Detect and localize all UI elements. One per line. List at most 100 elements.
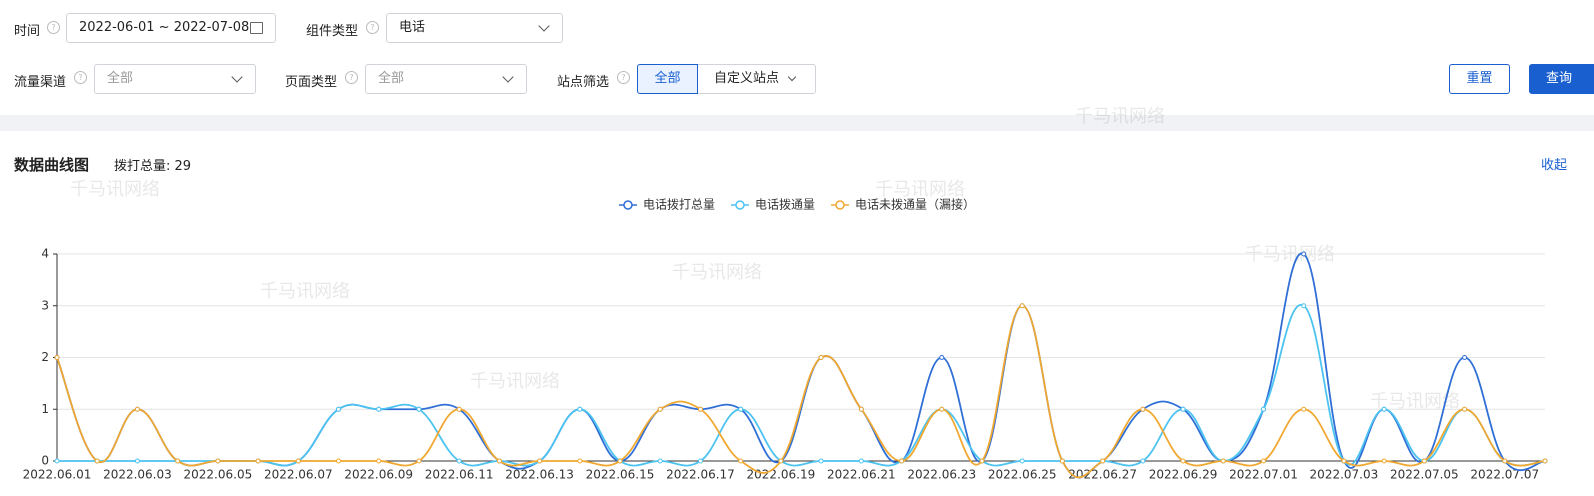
series-line	[56, 304, 1546, 479]
label: 站点筛选	[557, 75, 610, 90]
label: 页面类型	[285, 75, 338, 90]
data-point	[1220, 458, 1226, 464]
x-tick-label: 2022.07.03	[1310, 468, 1379, 482]
data-point	[657, 458, 663, 464]
x-tick-label: 2022.06.09	[344, 468, 413, 482]
data-point	[858, 406, 864, 412]
legend-marker	[623, 200, 633, 210]
legend-item: 电话拨通量	[730, 198, 815, 212]
date-range[interactable]: 2022-06-01 ~ 2022-07-08	[66, 13, 276, 43]
watermark: 千马讯网络	[470, 371, 560, 392]
data-point	[1059, 458, 1065, 464]
data-point	[134, 406, 140, 412]
watermark: 千马讯网络	[1370, 391, 1460, 412]
data-point	[738, 406, 744, 412]
x-tick-label: 2022.06.19	[747, 468, 816, 482]
select[interactable]: 全部	[365, 64, 527, 94]
chevron	[787, 72, 797, 82]
data-point	[496, 458, 502, 464]
data-point	[54, 458, 60, 464]
help-icon: ?	[617, 71, 630, 84]
data-point	[1381, 406, 1387, 412]
segment-text: 自定义站点	[714, 71, 780, 86]
watermark: 千马讯网络	[672, 262, 762, 283]
data-point	[537, 458, 543, 464]
data-point	[1542, 458, 1548, 464]
date-value: 2022-06-01 ~ 2022-07-08	[79, 20, 250, 35]
y-tick-label: 3	[41, 298, 49, 312]
data-point	[336, 406, 342, 412]
y-tick-label: 2	[41, 350, 49, 364]
data-point	[818, 355, 824, 360]
data-point	[496, 458, 502, 464]
select-value: 电话	[399, 20, 426, 35]
data-point	[979, 458, 985, 464]
summary: 拨打总量: 29	[114, 159, 192, 174]
data-point	[577, 406, 583, 412]
x-tick-label: 2022.06.01	[23, 468, 92, 482]
data-point	[94, 458, 100, 464]
data-point	[1421, 458, 1427, 464]
data-point	[617, 458, 623, 464]
select-value: 全部	[378, 71, 405, 86]
data-point	[255, 458, 261, 464]
data-point	[1019, 303, 1025, 309]
data-point	[1542, 458, 1548, 464]
query-button[interactable]: 查询	[1529, 64, 1594, 94]
data-point	[1542, 458, 1548, 464]
data-point	[1100, 458, 1106, 464]
data-point	[255, 458, 261, 464]
x-tick-label: 2022.06.29	[1149, 468, 1218, 482]
data-point	[697, 406, 703, 412]
data-point	[899, 458, 905, 464]
data-point	[738, 458, 744, 464]
data-point	[1140, 406, 1146, 412]
data-point	[1260, 406, 1266, 412]
segment-button[interactable]: 自定义站点	[697, 64, 816, 94]
data-point	[416, 458, 422, 464]
data-point	[1301, 303, 1307, 309]
x-tick-label: 2022.07.05	[1390, 468, 1459, 482]
section-title: 数据曲线图	[14, 156, 90, 174]
data-point	[858, 458, 864, 464]
y-tick-label: 4	[41, 247, 49, 261]
collapse-link[interactable]: 收起	[1541, 158, 1568, 173]
data-point	[1220, 458, 1226, 464]
data-point	[376, 406, 382, 412]
data-point	[456, 458, 462, 464]
data-point	[1100, 458, 1106, 464]
data-point	[1301, 251, 1307, 257]
data-point	[1462, 355, 1468, 360]
data-point	[1059, 458, 1065, 464]
legend-label: 电话拨打总量	[643, 198, 715, 212]
data-point	[134, 406, 140, 412]
legend-marker	[835, 200, 845, 210]
reset-button[interactable]: 重置	[1449, 64, 1510, 94]
label: 时间	[14, 24, 41, 39]
help-icon: ?	[74, 71, 87, 84]
data-point	[939, 406, 945, 412]
data-point	[215, 458, 221, 464]
legend-marker	[735, 200, 745, 210]
data-point	[1381, 406, 1387, 412]
data-point	[858, 406, 864, 412]
data-point	[336, 406, 342, 412]
x-tick-label: 2022.06.15	[586, 468, 655, 482]
select[interactable]: 全部	[94, 64, 256, 94]
legend-label: 电话未拨通量（漏接）	[855, 197, 975, 212]
select[interactable]: 电话	[386, 13, 563, 43]
x-tick-label: 2022.06.21	[827, 468, 896, 482]
data-point	[1421, 458, 1427, 464]
data-point	[818, 355, 824, 360]
y-tick-label: 0	[41, 454, 49, 468]
data-point	[1019, 458, 1025, 464]
select-value: 全部	[107, 71, 134, 86]
data-point	[456, 406, 462, 412]
data-point	[376, 458, 382, 464]
x-tick-label: 2022.06.13	[505, 468, 574, 482]
legend-label: 电话拨通量	[755, 198, 815, 212]
data-point	[1180, 406, 1186, 412]
segment-button[interactable]: 全部	[637, 64, 698, 94]
data-point	[1341, 458, 1347, 464]
